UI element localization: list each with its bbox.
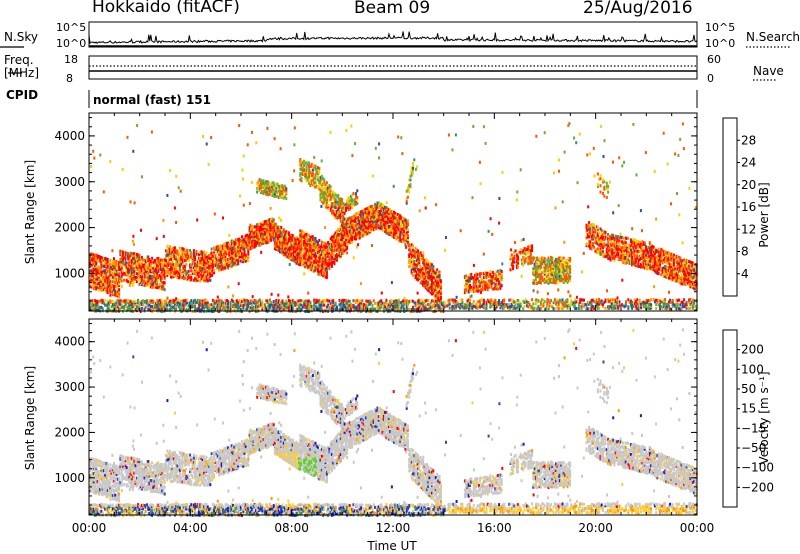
velocity-colorbar-tick-label: 50 bbox=[741, 382, 756, 396]
power-ytick-label: 4000 bbox=[54, 129, 85, 143]
velocity-ytick-label: 2000 bbox=[54, 425, 85, 439]
nsky-panel-frame bbox=[88, 21, 698, 48]
x-axis-label: Time UT bbox=[367, 539, 417, 553]
nave-label: Nave bbox=[753, 64, 784, 78]
power-colorbar-tick-label: 16 bbox=[741, 200, 756, 214]
power-colorbar-tick-label: 4 bbox=[741, 267, 749, 281]
date-title: 25/Aug/2016 bbox=[583, 0, 693, 18]
x-tick-label: 12:00 bbox=[376, 521, 411, 535]
nsearch-tick-top: 10^5 bbox=[705, 21, 736, 34]
nsky-trace bbox=[88, 31, 698, 45]
x-tick-label: 08:00 bbox=[274, 521, 309, 535]
velocity-ytick-label: 4000 bbox=[54, 335, 85, 349]
nave-tick-top: 60 bbox=[707, 53, 721, 66]
power-ytick-label: 2000 bbox=[54, 221, 85, 235]
velocity-ytick-label: 1000 bbox=[54, 471, 85, 485]
power-ytick-label: 3000 bbox=[54, 175, 85, 189]
power-colorbar-frame bbox=[722, 117, 738, 297]
freq-tick-top: 18 bbox=[64, 53, 78, 66]
nave-tick-bottom: 0 bbox=[707, 72, 714, 85]
nsearch-tick-bottom: 10^0 bbox=[705, 37, 736, 50]
power-colorbar-tick-label: 12 bbox=[741, 222, 756, 236]
x-tick-label: 00:00 bbox=[72, 521, 107, 535]
site-title: Hokkaido (fitACF) bbox=[92, 0, 240, 17]
velocity-colorbar-tick-label: 15 bbox=[741, 402, 756, 416]
power-colorbar-tick-label: 28 bbox=[741, 133, 756, 147]
velocity-colorbar-tick-label: 200 bbox=[741, 343, 764, 357]
nsearch-label: N.Search bbox=[746, 30, 800, 44]
freq-panel-frame bbox=[88, 55, 698, 80]
power-ytick-label: 1000 bbox=[54, 266, 85, 280]
cpid-value: normal (fast) 151 bbox=[93, 93, 211, 107]
velocity-colorbar-frame bbox=[722, 329, 738, 508]
nsky-tick-top: 10^5 bbox=[56, 21, 87, 34]
x-tick-label: 16:00 bbox=[477, 521, 512, 535]
power-scatter bbox=[89, 122, 698, 314]
x-tick-label: 04:00 bbox=[173, 521, 208, 535]
freq-label: Freq. bbox=[4, 53, 34, 67]
x-tick-label: 20:00 bbox=[578, 521, 613, 535]
power-colorbar-tick-label: 8 bbox=[741, 245, 749, 259]
velocity-colorbar-tick-label: −50 bbox=[741, 441, 766, 455]
power-colorbar-tick-label: 24 bbox=[741, 156, 756, 170]
power-colorbar-tick-label: 20 bbox=[741, 178, 756, 192]
velocity-colorbar-tick-label: −15 bbox=[741, 421, 766, 435]
velocity-colorbar-tick-label: −200 bbox=[741, 480, 774, 494]
velocity-ytick-label: 3000 bbox=[54, 380, 85, 394]
nsky-tick-bottom: 10^0 bbox=[56, 37, 87, 50]
x-tick-label: 00:00 bbox=[680, 521, 715, 535]
cpid-label: CPID bbox=[6, 88, 39, 102]
velocity-colorbar-tick-label: −100 bbox=[741, 461, 774, 475]
beam-title: Beam 09 bbox=[354, 0, 431, 18]
velocity-scatter bbox=[89, 328, 698, 518]
freq-tick-bottom: 8 bbox=[66, 72, 73, 85]
nsky-label: N.Sky bbox=[4, 30, 39, 44]
velocity-colorbar-tick-label: 100 bbox=[741, 362, 764, 376]
